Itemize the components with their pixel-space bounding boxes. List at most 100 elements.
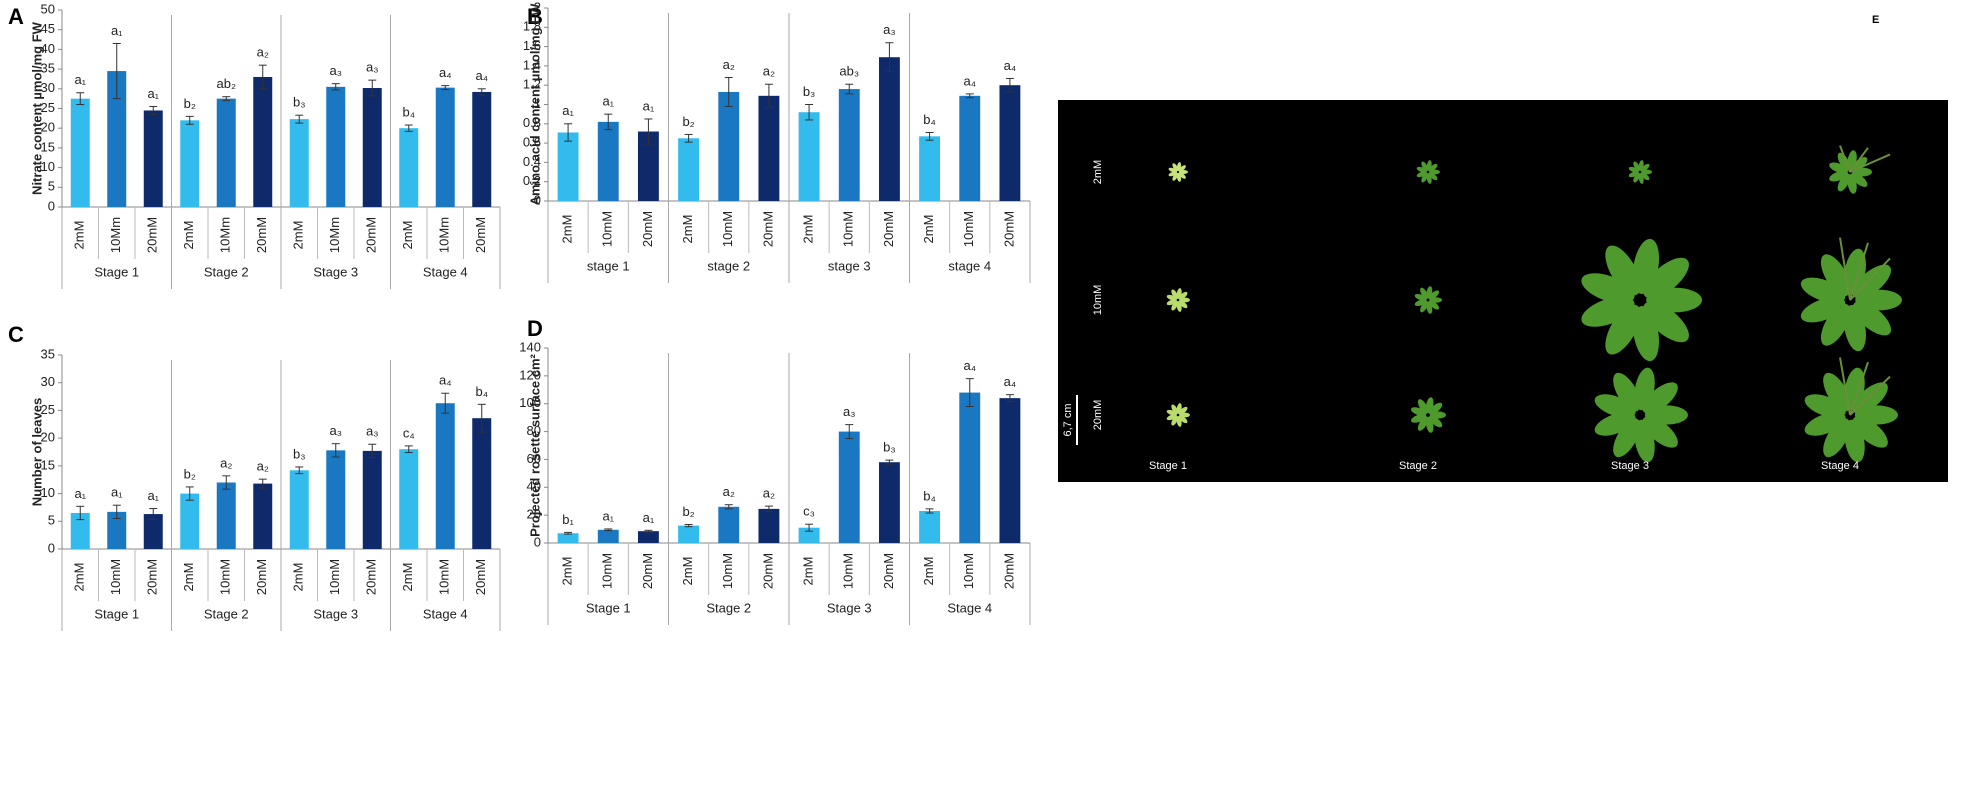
group-label: Stage 2 xyxy=(204,606,249,621)
leaf xyxy=(1171,415,1179,426)
leaf xyxy=(1643,257,1689,299)
x-tick-label: 2mM xyxy=(921,557,936,586)
bar xyxy=(472,91,492,207)
leaf xyxy=(1428,415,1443,428)
leaf xyxy=(1166,409,1177,416)
leaf xyxy=(1417,416,1429,431)
bar xyxy=(557,533,579,543)
bar xyxy=(180,120,200,207)
leaf xyxy=(1428,402,1443,415)
leaf xyxy=(1168,167,1178,173)
x-tick-label: 20mM xyxy=(145,217,160,253)
value-label: b₄ xyxy=(402,104,415,119)
bar xyxy=(362,88,382,207)
leaf xyxy=(1410,407,1427,416)
bar xyxy=(919,510,941,543)
x-tick-label: 10Mm xyxy=(108,217,123,253)
leaf xyxy=(1804,412,1846,436)
leaf xyxy=(1613,418,1641,458)
y-axis-label: Amino acid content µmol/mg FW xyxy=(527,3,542,205)
bar xyxy=(326,450,346,549)
group-label: Stage 4 xyxy=(423,264,468,279)
leaf xyxy=(1800,297,1846,323)
x-tick-label: 2mM xyxy=(680,215,695,244)
x-tick-label: 2mM xyxy=(560,557,575,586)
bar xyxy=(999,398,1021,543)
x-tick-label: 10mM xyxy=(961,211,976,247)
value-label: b₃ xyxy=(293,95,306,110)
bar xyxy=(878,57,900,202)
y-tick-label: 10 xyxy=(41,485,55,500)
bar xyxy=(107,511,127,549)
leaf xyxy=(1643,301,1689,343)
leaf xyxy=(1178,165,1186,172)
y-tick-label: 0.2 xyxy=(523,173,541,188)
bar xyxy=(637,531,659,543)
bar xyxy=(399,128,419,207)
x-tick-label: 10mM xyxy=(327,559,342,595)
photo-background xyxy=(1058,100,1948,482)
bar xyxy=(289,470,309,549)
y-tick-label: 30 xyxy=(41,80,55,95)
bar xyxy=(838,431,860,543)
x-tick-label: 2mM xyxy=(72,563,87,592)
bar xyxy=(435,87,455,207)
leaf xyxy=(1416,166,1427,173)
y-tick-label: 1 xyxy=(534,96,541,111)
x-tick-label: 20mM xyxy=(760,553,775,589)
y-tick-label: 1.4 xyxy=(523,57,541,72)
leaf xyxy=(1166,299,1177,306)
y-axis-label: Nitrate content µmol/mg FW xyxy=(29,21,44,195)
x-tick-label: 20mM xyxy=(881,553,896,589)
bar xyxy=(143,110,163,207)
value-label: a₂ xyxy=(723,57,735,72)
bar xyxy=(919,136,941,201)
x-tick-label: 2mM xyxy=(560,215,575,244)
x-tick-label: 20mM xyxy=(473,217,488,253)
leaf xyxy=(1852,416,1888,448)
leaf xyxy=(1605,245,1641,296)
x-tick-label: 2mM xyxy=(921,215,936,244)
leaf xyxy=(1628,166,1639,173)
x-tick-label: 2mM xyxy=(400,563,415,592)
leaf xyxy=(1605,304,1641,355)
y-tick-label: 5 xyxy=(48,179,55,194)
value-label: c₄ xyxy=(403,425,415,440)
x-tick-label: 20mM xyxy=(364,217,379,253)
value-label: a₂ xyxy=(257,45,269,60)
x-tick-label: 20mM xyxy=(1001,211,1016,247)
bar xyxy=(362,450,382,549)
value-label: ab₃ xyxy=(839,64,859,79)
bar xyxy=(798,527,820,543)
value-label: a₁ xyxy=(602,508,614,523)
bar xyxy=(597,121,619,201)
x-tick-label: 10mM xyxy=(720,211,735,247)
leaf xyxy=(1633,172,1641,183)
x-tick-label: 10mM xyxy=(600,553,615,589)
value-label: a₁ xyxy=(147,488,159,503)
group-label: Stage 2 xyxy=(706,600,751,615)
y-axis-label: Number of leaves xyxy=(29,398,44,506)
leaf xyxy=(1581,273,1635,304)
value-label: a₄ xyxy=(475,68,488,83)
leaf xyxy=(1628,171,1639,178)
value-label: c₃ xyxy=(803,504,815,519)
group-label: stage 1 xyxy=(587,258,630,273)
x-tick-label: 20mM xyxy=(364,559,379,595)
leaf xyxy=(1166,414,1177,421)
bar xyxy=(758,508,780,543)
stem xyxy=(1839,357,1891,416)
y-tick-label: 25 xyxy=(41,100,55,115)
value-label: a₃ xyxy=(329,63,342,78)
y-tick-label: 25 xyxy=(41,402,55,417)
leaf xyxy=(1800,277,1846,303)
group-label: Stage 2 xyxy=(204,264,249,279)
x-tick-label: 10Mm xyxy=(327,217,342,253)
leaf xyxy=(1640,172,1650,181)
stage-label: Stage 4 xyxy=(1821,460,1859,472)
value-label: a₁ xyxy=(643,510,655,525)
leaf xyxy=(1829,162,1849,174)
x-tick-label: 10mM xyxy=(961,553,976,589)
x-tick-label: 20mM xyxy=(473,559,488,595)
